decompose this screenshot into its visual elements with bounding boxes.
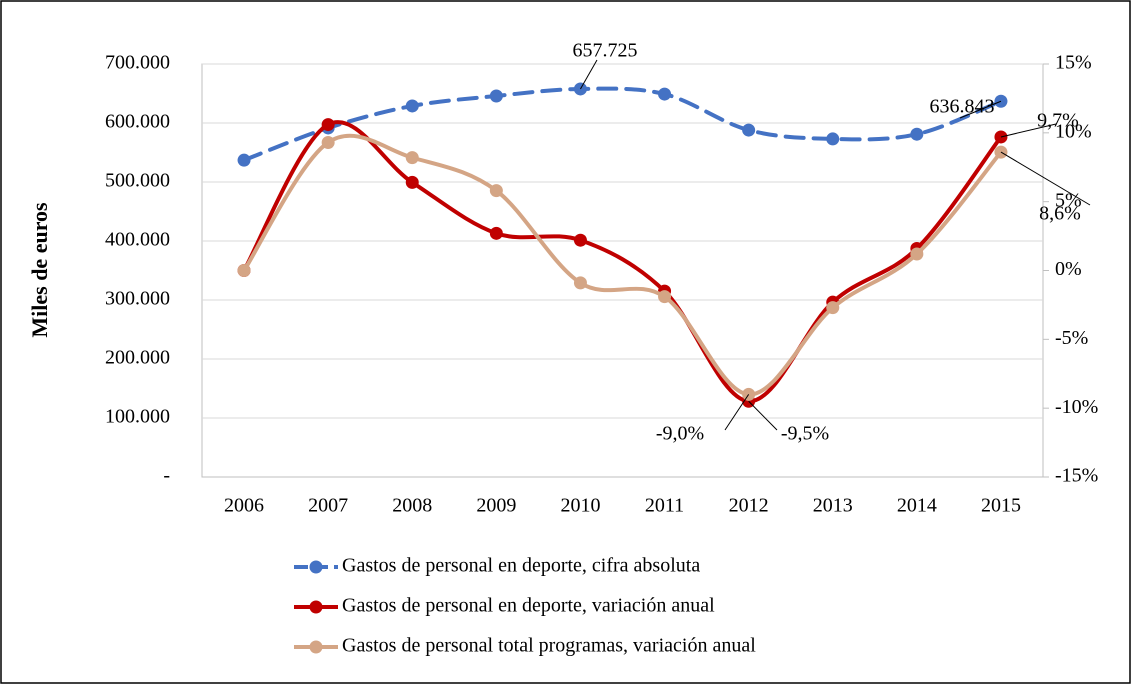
- series-line: [242, 133, 1003, 397]
- series-line: [242, 86, 1003, 163]
- data-label: 657.725: [573, 40, 638, 62]
- y2-tick-label: 10%: [1055, 120, 1092, 142]
- x-tick-label: 2012: [729, 495, 769, 517]
- y-tick-label: 400.000: [105, 229, 170, 251]
- marker: [573, 276, 587, 290]
- x-tick-label: 2011: [645, 495, 684, 517]
- legend-label: Gastos de personal en deporte, variación…: [342, 595, 715, 617]
- x-tick-label: 2007: [308, 495, 348, 517]
- marker: [658, 87, 672, 101]
- marker: [658, 290, 672, 304]
- y-tick-label: 500.000: [105, 170, 170, 192]
- data-label: -9,5%: [781, 423, 829, 445]
- y-axis-title: Miles de euros: [27, 202, 52, 338]
- marker: [573, 233, 587, 247]
- x-tick-label: 2014: [897, 495, 937, 517]
- marker: [237, 153, 251, 167]
- y-tick-label: 300.000: [105, 288, 170, 310]
- leader-line: [724, 394, 750, 431]
- x-tick-label: 2008: [392, 495, 432, 517]
- y2-tick-label: 5%: [1055, 189, 1082, 211]
- y2-tick-label: 0%: [1055, 258, 1082, 280]
- y-tick-label: 100.000: [105, 406, 170, 428]
- leader-line: [1000, 123, 1057, 138]
- legend-marker: [309, 600, 323, 614]
- y-tick-label: 600.000: [105, 111, 170, 133]
- marker: [826, 132, 840, 146]
- leader-line: [748, 400, 778, 431]
- legend-marker: [309, 560, 323, 574]
- x-tick-label: 2009: [476, 495, 516, 517]
- marker: [826, 301, 840, 315]
- y-tick-label: -: [163, 465, 170, 487]
- marker: [910, 127, 924, 141]
- data-label: -9,0%: [656, 423, 704, 445]
- leader-line: [580, 59, 598, 90]
- marker: [489, 184, 503, 198]
- marker: [489, 89, 503, 103]
- leader-line: [1000, 151, 1091, 206]
- y2-tick-label: 15%: [1055, 52, 1092, 74]
- marker: [910, 247, 924, 261]
- x-tick-label: 2013: [813, 495, 853, 517]
- data-label: 9,7%: [1037, 110, 1079, 132]
- y2-tick-label: -10%: [1055, 396, 1098, 418]
- y-tick-label: 200.000: [105, 347, 170, 369]
- marker: [489, 226, 503, 240]
- y2-tick-label: -15%: [1055, 465, 1098, 487]
- legend-label: Gastos de personal total programas, vari…: [342, 635, 756, 657]
- legend-label: Gastos de personal en deporte, cifra abs…: [342, 555, 700, 577]
- leader-line: [959, 100, 1002, 119]
- x-tick-label: 2010: [560, 495, 600, 517]
- marker: [405, 151, 419, 165]
- marker: [742, 123, 756, 137]
- marker: [405, 175, 419, 189]
- x-tick-label: 2006: [224, 495, 264, 517]
- data-label: 636.843: [930, 96, 995, 118]
- y-tick-label: 700.000: [105, 52, 170, 74]
- data-label: 8,6%: [1039, 203, 1081, 225]
- legend-marker: [309, 640, 323, 654]
- x-tick-label: 2015: [981, 495, 1021, 517]
- marker: [405, 99, 419, 113]
- marker: [321, 135, 335, 149]
- y2-tick-label: -5%: [1055, 327, 1088, 349]
- marker: [237, 264, 251, 277]
- series-line: [242, 120, 1003, 404]
- marker: [321, 118, 335, 132]
